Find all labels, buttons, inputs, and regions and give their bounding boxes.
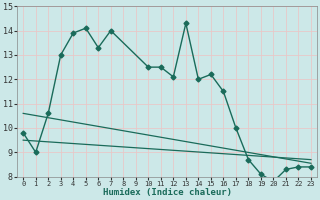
X-axis label: Humidex (Indice chaleur): Humidex (Indice chaleur)	[103, 188, 232, 197]
